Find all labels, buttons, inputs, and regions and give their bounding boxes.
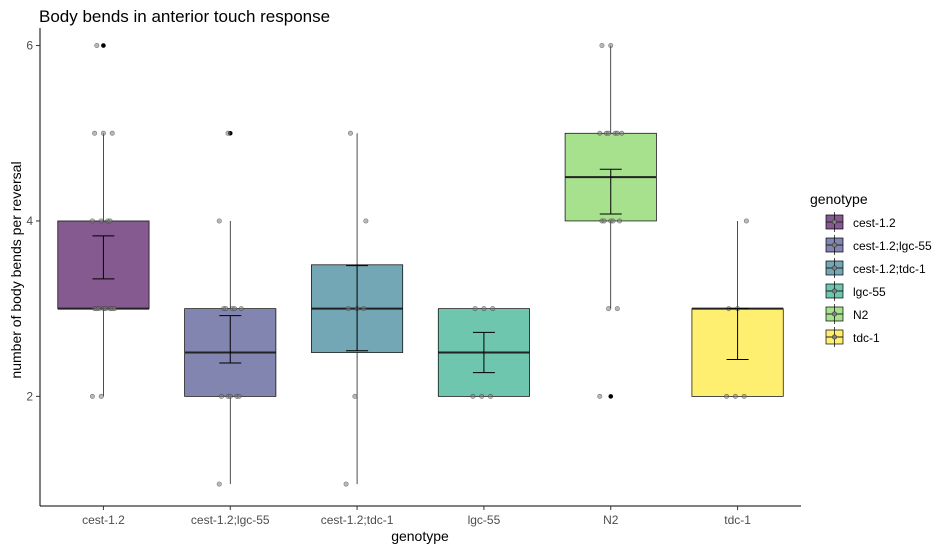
x-tick-label: tdc-1 (724, 513, 751, 527)
data-point (732, 393, 738, 399)
data-point (347, 130, 353, 136)
outlier-point (101, 43, 106, 48)
data-point (343, 481, 349, 487)
box-group-n2 (564, 43, 657, 399)
data-point (94, 43, 100, 49)
data-point (608, 43, 614, 49)
data-point (352, 393, 358, 399)
data-point (98, 393, 104, 399)
chart-title: Body bends in anterior touch response (39, 7, 330, 26)
legend-item: tdc-1 (825, 327, 880, 347)
legend-item: cest-1.2;lgc-55 (825, 235, 932, 255)
data-point (216, 218, 222, 224)
legend-key-point (831, 219, 837, 225)
data-point (614, 130, 620, 136)
data-point (614, 306, 620, 312)
data-point (490, 306, 496, 312)
data-point (479, 393, 485, 399)
data-point (741, 393, 747, 399)
legend-item: N2 (825, 304, 869, 324)
box-group-lgc-55 (437, 306, 530, 399)
data-point (216, 481, 222, 487)
legend-label: tdc-1 (853, 331, 880, 345)
data-point (103, 306, 109, 312)
data-point (225, 130, 231, 136)
data-point (743, 218, 749, 224)
x-axis-title: genotype (391, 528, 449, 544)
x-tick-label: lgc-55 (468, 513, 501, 527)
data-point (606, 130, 612, 136)
legend-key-point (831, 242, 837, 248)
data-point (236, 393, 242, 399)
data-point (361, 306, 367, 312)
data-point (599, 43, 605, 49)
data-point (610, 218, 616, 224)
data-point (111, 306, 117, 312)
legend-item: lgc-55 (825, 281, 886, 301)
data-point (227, 393, 233, 399)
data-point (107, 218, 113, 224)
y-tick-label: 4 (26, 214, 33, 228)
legend: genotype cest-1.2 cest-1.2;lgc-55 cest-1.2… (810, 191, 932, 347)
x-tick-label: cest-1.2;tdc-1 (321, 513, 394, 527)
plot-area (57, 43, 784, 487)
legend-label: cest-1.2;tdc-1 (853, 262, 926, 276)
box-group-tdc-1 (691, 218, 784, 399)
legend-key-point (831, 334, 837, 340)
data-point (617, 218, 623, 224)
data-point (109, 130, 115, 136)
data-point (597, 393, 603, 399)
outlier-point (608, 394, 614, 399)
data-point (96, 306, 102, 312)
data-point (218, 393, 224, 399)
box-group-cest-1-2-tdc-1 (311, 130, 404, 487)
data-point (223, 306, 229, 312)
legend-key-point (831, 265, 837, 271)
data-point (724, 393, 730, 399)
x-axis-ticks: cest-1.2 cest-1.2;lgc-55 cest-1.2;tdc-1 lgc… (82, 506, 751, 527)
data-point (597, 130, 603, 136)
legend-key-point (831, 311, 837, 317)
data-point (89, 393, 95, 399)
data-point (345, 306, 351, 312)
legend-label: cest-1.2;lgc-55 (853, 239, 932, 253)
box-group-cest-1-2 (57, 43, 150, 399)
data-point (470, 393, 476, 399)
data-point (100, 130, 106, 136)
y-tick-label: 6 (26, 39, 33, 53)
x-tick-label: cest-1.2 (82, 513, 125, 527)
legend-label: cest-1.2 (853, 216, 896, 230)
legend-item: cest-1.2;tdc-1 (825, 258, 926, 278)
data-point (481, 306, 487, 312)
data-point (363, 218, 369, 224)
legend-label: lgc-55 (853, 285, 886, 299)
data-point (488, 393, 494, 399)
legend-label: N2 (853, 308, 869, 322)
data-point (232, 306, 238, 312)
legend-title: genotype (810, 191, 868, 207)
legend-item: cest-1.2 (825, 212, 896, 232)
y-tick-label: 2 (26, 389, 33, 403)
box-group-cest-1-2-lgc-55 (184, 130, 277, 487)
x-tick-label: N2 (603, 513, 619, 527)
data-point (619, 130, 625, 136)
y-axis-title: number of body bends per reversal (8, 161, 24, 378)
x-tick-label: cest-1.2;lgc-55 (191, 513, 270, 527)
y-axis-ticks: 2 4 6 (26, 39, 40, 403)
legend-key-point (831, 288, 837, 294)
data-point (238, 306, 244, 312)
data-point (601, 218, 607, 224)
data-point (472, 306, 478, 312)
data-point (98, 218, 104, 224)
data-point (92, 130, 98, 136)
data-point (89, 218, 95, 224)
data-point (606, 306, 612, 312)
